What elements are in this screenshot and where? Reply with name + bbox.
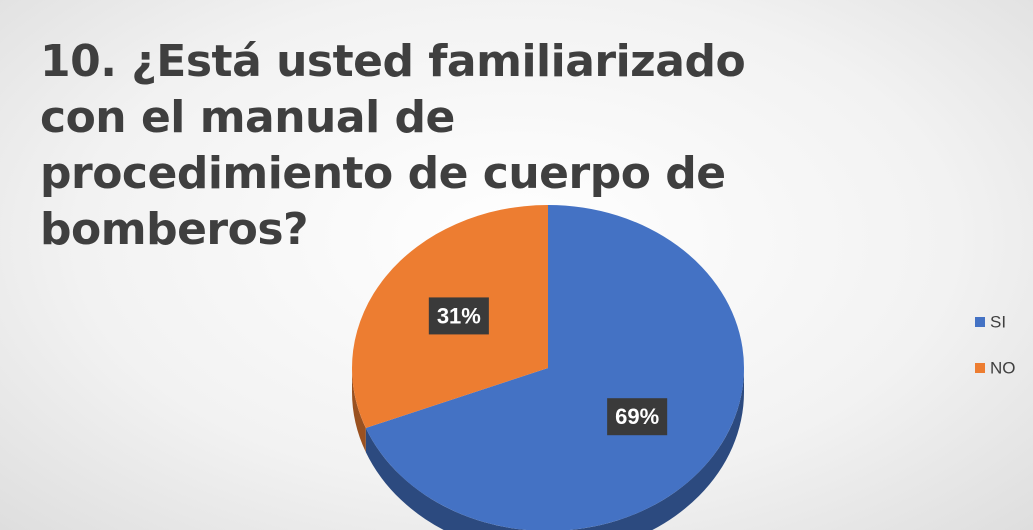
data-label-box [428,297,489,335]
slice-side [352,368,366,453]
legend-label: NO [990,358,1016,377]
slice [365,205,744,530]
legend-label: SI [990,312,1006,331]
data-label: 31% [437,303,481,328]
legend-swatch [975,363,985,373]
data-label-group: 31% [428,297,489,335]
data-label-box [607,398,668,436]
chart-title: 10. ¿Está usted familiarizado con el man… [40,36,746,255]
data-label-group: 69% [607,398,668,436]
data-label: 69% [615,404,659,429]
legend-swatch [975,317,985,327]
